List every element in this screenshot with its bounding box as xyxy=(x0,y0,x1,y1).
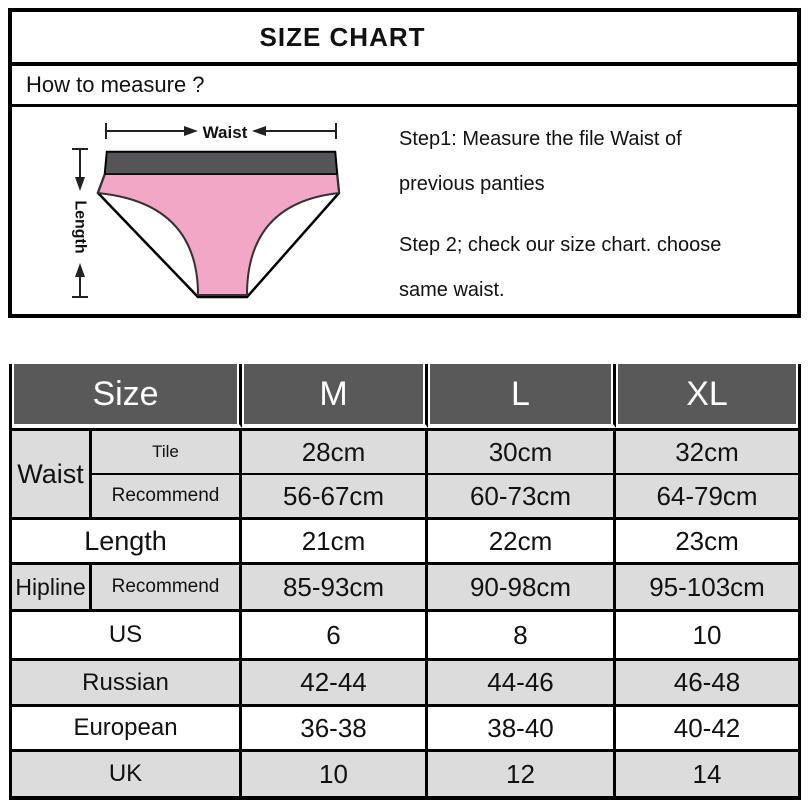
header-l: L xyxy=(428,364,617,428)
how-to-measure-heading: How to measure ? xyxy=(12,66,797,107)
cell-russian-m: 42-44 xyxy=(242,661,429,707)
table-header-row: Size M L XL xyxy=(12,364,799,428)
cell-hipline-m: 85-93cm xyxy=(242,565,429,612)
header-size: Size xyxy=(12,364,243,428)
cell-waist-reco-m: 56-67cm xyxy=(242,475,429,520)
cell-russian-l: 44-46 xyxy=(428,661,617,707)
cell-length-xl: 23cm xyxy=(616,520,799,565)
table-row-european: European 36-38 38-40 40-42 xyxy=(12,707,799,752)
table-row-waist-recommend: Recommend 56-67cm 60-73cm 64-79cm xyxy=(12,475,799,520)
step1-line2: previous panties xyxy=(399,173,545,195)
panty-waistband xyxy=(104,151,338,175)
cell-russian-xl: 46-48 xyxy=(616,661,799,707)
row-sublabel-tile: Tile xyxy=(92,428,243,475)
row-sublabel-hipline-recommend: Recommend xyxy=(92,565,243,612)
size-table-container: Size M L XL Waist Tile 28cm 30cm 32cm Re… xyxy=(9,364,801,800)
cell-uk-xl: 14 xyxy=(616,752,799,796)
cell-length-m: 21cm xyxy=(242,520,429,565)
row-label-european: European xyxy=(12,707,243,752)
step1-line1: Step1: Measure the file Waist of xyxy=(399,128,682,150)
step2-line2: same waist. xyxy=(399,279,505,301)
cell-hipline-l: 90-98cm xyxy=(428,565,617,612)
step2-line1: Step 2; check our size chart. choose xyxy=(399,234,722,256)
cell-waist-tile-xl: 32cm xyxy=(616,428,799,475)
header-m: M xyxy=(242,364,429,428)
row-label-russian: Russian xyxy=(12,661,243,707)
page-title: SIZE CHART xyxy=(12,12,797,66)
cell-european-l: 38-40 xyxy=(428,707,617,752)
length-arrow xyxy=(72,148,88,298)
cell-waist-tile-m: 28cm xyxy=(242,428,429,475)
panty-fabric xyxy=(96,173,341,296)
how-to-measure-panel: SIZE CHART How to measure ? Waist xyxy=(8,8,801,318)
row-label-uk: UK xyxy=(12,752,243,796)
cell-european-xl: 40-42 xyxy=(616,707,799,752)
waist-arrow-label: Waist xyxy=(203,123,248,142)
table-row-us: US 6 8 10 xyxy=(12,612,799,661)
cell-us-m: 6 xyxy=(242,612,429,661)
cell-uk-l: 12 xyxy=(428,752,617,796)
cell-uk-m: 10 xyxy=(242,752,429,796)
step-1-text: Step1: Measure the file Waist of previou… xyxy=(399,117,789,207)
cell-european-m: 36-38 xyxy=(242,707,429,752)
length-arrow-label: Length xyxy=(72,200,89,253)
waist-arrow xyxy=(105,123,337,139)
header-xl: XL xyxy=(616,364,799,428)
table-row-uk: UK 10 12 14 xyxy=(12,752,799,796)
panty-diagram: Waist Length xyxy=(72,123,341,299)
cell-us-l: 8 xyxy=(428,612,617,661)
row-label-us: US xyxy=(12,612,243,661)
cell-waist-tile-l: 30cm xyxy=(428,428,617,475)
table-row-hipline: Hipline Recommend 85-93cm 90-98cm 95-103… xyxy=(12,565,799,612)
table-row-russian: Russian 42-44 44-46 46-48 xyxy=(12,661,799,707)
size-table: Size M L XL Waist Tile 28cm 30cm 32cm Re… xyxy=(12,364,799,796)
step-2-text: Step 2; check our size chart. choose sam… xyxy=(399,223,789,313)
table-row-waist-tile: Waist Tile 28cm 30cm 32cm xyxy=(12,428,799,520)
cell-waist-reco-xl: 64-79cm xyxy=(616,475,799,520)
row-label-waist: Waist xyxy=(12,428,92,520)
measure-diagram-section: Waist Length xyxy=(12,107,797,314)
cell-us-xl: 10 xyxy=(616,612,799,661)
row-sublabel-recommend: Recommend xyxy=(92,475,243,520)
measure-steps: Step1: Measure the file Waist of previou… xyxy=(399,117,789,313)
cell-hipline-xl: 95-103cm xyxy=(616,565,799,612)
cell-waist-reco-l: 60-73cm xyxy=(428,475,617,520)
row-label-hipline: Hipline xyxy=(12,565,92,612)
cell-length-l: 22cm xyxy=(428,520,617,565)
row-label-length: Length xyxy=(12,520,243,565)
table-row-length: Length 21cm 22cm 23cm xyxy=(12,520,799,565)
